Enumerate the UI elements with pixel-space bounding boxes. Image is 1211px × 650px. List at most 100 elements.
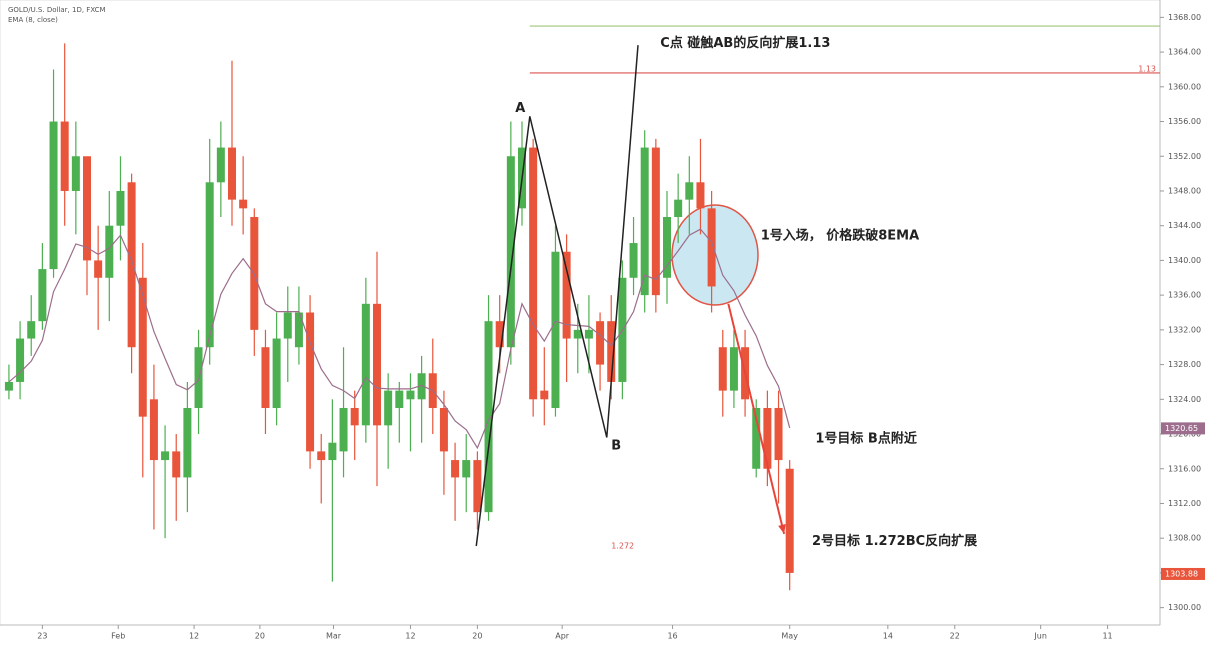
- y-tick-label: 1336.00: [1168, 291, 1201, 300]
- candle-body: [216, 147, 225, 183]
- candle-body: [205, 182, 214, 348]
- x-tick-label: 23: [37, 632, 47, 641]
- candle-body: [339, 407, 348, 452]
- candle-body: [774, 407, 783, 461]
- candle-body: [395, 390, 404, 408]
- abc-pattern: [475, 45, 639, 547]
- candle-body: [272, 338, 281, 408]
- y-tick-label: 1324.00: [1168, 395, 1201, 404]
- y-tick-label: 1328.00: [1168, 360, 1201, 369]
- candle-body: [317, 451, 326, 461]
- candle-body: [607, 321, 616, 382]
- x-tick-label: 11: [1102, 632, 1112, 641]
- annotation: B: [611, 439, 621, 454]
- candle-body: [462, 460, 471, 478]
- candle-body: [384, 390, 393, 426]
- candle-body: [71, 156, 80, 191]
- candle-body: [306, 312, 315, 452]
- candle-body: [4, 381, 13, 391]
- ema-line: [8, 228, 791, 450]
- candle-body: [261, 347, 270, 408]
- arrow: [727, 303, 786, 535]
- candle-body: [417, 373, 426, 400]
- candle-body: [239, 199, 248, 209]
- candle-body: [663, 217, 671, 278]
- candle-body: [105, 225, 114, 278]
- y-tick-label: 1340.00: [1168, 256, 1201, 265]
- x-tick-label: 20: [472, 632, 482, 641]
- candle-body: [294, 312, 303, 348]
- candle-body: [629, 243, 638, 278]
- candle-body: [94, 260, 103, 278]
- x-tick-label: 16: [667, 632, 677, 641]
- price-tag: [1161, 422, 1205, 435]
- candle-body: [495, 321, 504, 348]
- candle-body: [127, 182, 136, 348]
- candle-body: [451, 460, 460, 478]
- candle-body: [640, 147, 649, 296]
- annotation: A: [515, 101, 525, 116]
- candle-body: [361, 303, 370, 426]
- candle-body: [116, 190, 125, 226]
- candle-body: [506, 156, 515, 348]
- price-tag-label: 1320.65: [1165, 424, 1198, 433]
- candle-body: [540, 390, 549, 400]
- candle-body: [49, 121, 58, 270]
- candle-body: [696, 182, 705, 209]
- x-tick-label: Mar: [326, 632, 342, 641]
- x-tick-label: Apr: [555, 632, 570, 641]
- candle-body: [283, 312, 292, 339]
- candle-body: [685, 182, 694, 200]
- price-tag: [1161, 567, 1205, 580]
- y-tick-label: 1300.00: [1168, 603, 1201, 612]
- candle-body: [27, 321, 36, 339]
- y-tick-label: 1308.00: [1168, 534, 1201, 543]
- candle-body: [60, 121, 69, 191]
- annotation: C点 碰触AB的反向扩展1.13: [660, 35, 830, 51]
- candle-body: [350, 407, 359, 426]
- plot-area: [0, 0, 1161, 626]
- annotation: 1号目标 B点附近: [815, 431, 916, 447]
- candle-body: [16, 338, 25, 382]
- y-tick-label: 1364.00: [1168, 48, 1201, 57]
- arrow-head: [778, 523, 786, 534]
- y-tick-label: 1348.00: [1168, 186, 1201, 195]
- candle-body: [83, 156, 91, 261]
- level-label: 1.13: [1138, 64, 1156, 73]
- y-tick-label: 1344.00: [1168, 221, 1201, 230]
- annotation: 1.272: [611, 542, 634, 551]
- candle-body: [439, 407, 448, 452]
- candle-body: [562, 251, 571, 339]
- annotation: 1号入场， 价格跌破8EMA: [761, 228, 920, 244]
- annotation: 2号目标 1.272BC反向扩展: [812, 533, 978, 549]
- candle-body: [596, 321, 605, 365]
- candle-body: [752, 407, 761, 469]
- x-tick-label: Feb: [111, 632, 125, 641]
- candle-body: [763, 407, 772, 469]
- x-tick-label: 14: [883, 632, 893, 641]
- chart-title: GOLD/U.S. Dollar, 1D, FXCM: [8, 6, 106, 14]
- candle-body: [161, 451, 170, 461]
- candle-body: [194, 347, 203, 408]
- candle-body: [328, 442, 337, 461]
- candle-body: [551, 251, 560, 408]
- y-tick-label: 1316.00: [1168, 464, 1201, 473]
- candle-body: [183, 407, 192, 478]
- x-tick-label: 12: [189, 632, 199, 641]
- x-tick-label: 12: [405, 632, 415, 641]
- x-tick-label: 20: [255, 632, 265, 641]
- candle-body: [707, 208, 716, 287]
- candle-body: [484, 321, 493, 513]
- candle-body: [785, 468, 794, 573]
- y-tick-label: 1360.00: [1168, 82, 1201, 91]
- candle-body: [718, 347, 727, 391]
- candle-body: [228, 147, 236, 200]
- candle-body: [373, 303, 381, 426]
- candle-body: [473, 460, 482, 513]
- candle-body: [172, 451, 181, 478]
- x-tick-label: 22: [950, 632, 960, 641]
- candle-body: [573, 329, 582, 339]
- candle-body: [406, 390, 415, 400]
- candle-body: [38, 269, 47, 322]
